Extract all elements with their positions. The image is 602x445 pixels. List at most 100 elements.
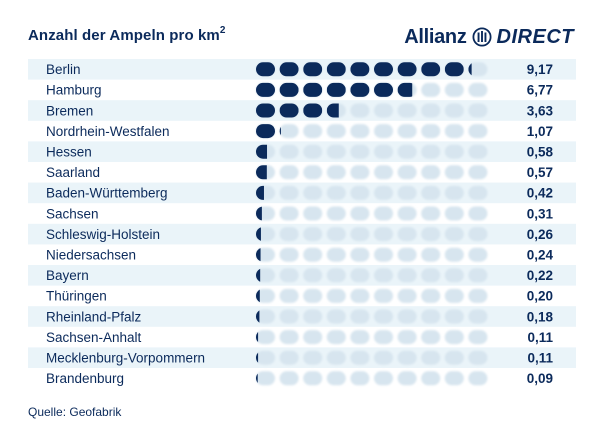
dot-background — [468, 268, 488, 283]
category-label: Baden-Württemberg — [46, 186, 168, 201]
dot-background — [350, 350, 370, 365]
dot-background — [374, 330, 393, 345]
dot-background — [421, 206, 441, 221]
chart-row-2: Hamburg 6,77 — [46, 83, 553, 98]
dot-mark — [256, 124, 275, 139]
row-band — [28, 141, 576, 162]
value-label: 1,07 — [527, 124, 553, 139]
dot-background — [326, 371, 346, 386]
dot-background — [397, 247, 417, 262]
chart-row-3: Bremen 3,63 — [28, 100, 576, 121]
logo-product-text: DIRECT — [496, 25, 574, 48]
dot-background — [444, 268, 464, 283]
dot-background — [397, 185, 417, 200]
value-label: 0,11 — [527, 351, 553, 366]
logo-brand-text: Allianz — [404, 25, 467, 48]
dot-background — [303, 165, 323, 180]
dot-mark — [256, 62, 275, 77]
dot-background — [303, 227, 323, 242]
category-label: Schleswig-Holstein — [46, 227, 160, 242]
dot-background — [326, 206, 346, 221]
category-label: Sachsen-Anhalt — [46, 330, 142, 345]
dot-background — [468, 82, 488, 97]
dot-mark — [256, 248, 261, 262]
dot-background — [468, 62, 488, 77]
dot-background — [444, 124, 464, 139]
dot-background — [279, 247, 299, 262]
value-label: 0,22 — [527, 268, 553, 283]
dot-background — [256, 309, 275, 324]
dot-background — [421, 288, 441, 303]
dot-background — [397, 371, 417, 386]
dot-background — [374, 144, 393, 159]
value-label: 0,42 — [527, 186, 553, 201]
dot-background — [326, 330, 346, 345]
dot-background — [256, 268, 275, 283]
category-label: Thüringen — [46, 289, 107, 304]
value-label: 0,58 — [527, 145, 554, 160]
dot-background — [303, 350, 323, 365]
source-note: Quelle: Geofabrik — [28, 405, 122, 419]
dot-background — [397, 124, 417, 139]
dot-mark — [397, 62, 417, 77]
dot-background — [444, 82, 464, 97]
allianz-eagle-icon — [472, 27, 492, 47]
dot-background — [374, 185, 393, 200]
chart-row-7: Baden-Württemberg 0,42 — [28, 182, 576, 204]
dot-background — [421, 330, 441, 345]
dot-background — [421, 124, 441, 139]
row-band — [28, 306, 576, 327]
dot-background — [421, 82, 441, 97]
chart-row-15: Mecklenburg-Vorpommern 0,11 — [28, 347, 576, 368]
dot-background — [279, 144, 299, 159]
dot-background — [397, 309, 417, 324]
dot-background — [421, 165, 441, 180]
dot-background — [374, 206, 393, 221]
chart-title: Anzahl der Ampeln pro km2 — [28, 25, 226, 44]
dot-background — [374, 103, 393, 118]
dot-background — [303, 268, 323, 283]
dot-background — [374, 247, 393, 262]
dot-background — [256, 371, 275, 386]
dot-mark — [397, 82, 413, 97]
chart-row-1: Berlin 9,17 — [28, 59, 576, 80]
value-label: 0,26 — [527, 227, 554, 242]
dot-background — [303, 144, 323, 159]
dot-background — [350, 330, 370, 345]
value-label: 0,24 — [527, 248, 554, 263]
chart-row-5: Hessen 0,58 — [28, 141, 576, 162]
dot-background — [326, 227, 346, 242]
dot-background — [444, 371, 464, 386]
dot-background — [397, 144, 417, 159]
dot-mark — [326, 62, 346, 77]
dot-background — [350, 309, 370, 324]
dot-background — [421, 371, 441, 386]
dot-background — [303, 371, 323, 386]
row-band — [28, 347, 576, 368]
dot-mark — [374, 82, 393, 97]
dot-mark — [256, 289, 260, 303]
dot-background — [303, 124, 323, 139]
dot-mark — [350, 62, 370, 77]
chart-row-9: Schleswig-Holstein 0,26 — [28, 223, 576, 245]
dot-mark — [256, 310, 260, 323]
category-label: Berlin — [46, 62, 81, 77]
dot-background — [326, 144, 346, 159]
dot-background — [444, 144, 464, 159]
dot-mark — [256, 82, 275, 97]
dot-background — [397, 227, 417, 242]
dot-background — [279, 350, 299, 365]
dot-mark — [374, 62, 393, 77]
dot-chart: Berlin 9,17 Hamburg 6,77 Bremen 3,63 Nordrhein… — [28, 59, 576, 386]
dot-background — [444, 206, 464, 221]
dot-background — [421, 247, 441, 262]
chart-row-4: Nordrhein-Westfalen 1,07 — [46, 124, 553, 139]
dot-mark — [326, 82, 346, 97]
dot-background — [256, 247, 275, 262]
dot-background — [468, 309, 488, 324]
dot-background — [468, 247, 488, 262]
dot-mark — [444, 62, 464, 77]
value-label: 0,09 — [527, 371, 553, 386]
dot-background — [279, 227, 299, 242]
dot-background — [397, 330, 417, 345]
